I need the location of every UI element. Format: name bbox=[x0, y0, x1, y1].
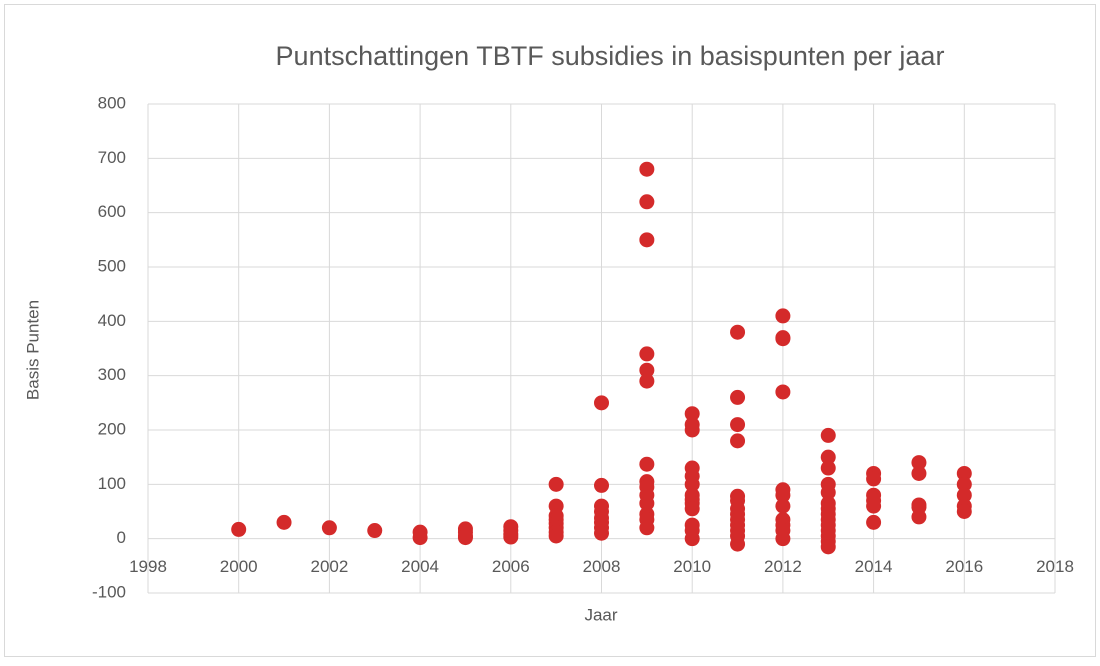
chart-border bbox=[4, 4, 1096, 657]
y-tick-label: 800 bbox=[98, 93, 126, 112]
point bbox=[730, 389, 746, 405]
point bbox=[639, 373, 655, 389]
point bbox=[684, 531, 700, 547]
x-tick-label: 1998 bbox=[129, 557, 167, 576]
y-axis-title: Basis Punten bbox=[23, 300, 42, 400]
point bbox=[775, 384, 791, 400]
point bbox=[775, 498, 791, 514]
point bbox=[594, 525, 609, 541]
point bbox=[866, 471, 882, 487]
point bbox=[639, 346, 655, 362]
point bbox=[684, 422, 700, 438]
point bbox=[367, 523, 383, 539]
point bbox=[548, 476, 564, 492]
point bbox=[231, 521, 247, 537]
point bbox=[820, 449, 836, 465]
y-tick-label: -100 bbox=[92, 582, 126, 601]
point bbox=[457, 530, 473, 546]
point bbox=[412, 530, 428, 546]
y-tick-label: 0 bbox=[117, 528, 126, 547]
point bbox=[730, 433, 746, 449]
x-tick-label: 2006 bbox=[492, 557, 530, 576]
y-tick-label: 600 bbox=[98, 202, 126, 221]
point bbox=[684, 476, 700, 492]
chart-title: Puntschattingen TBTF subsidies in basisp… bbox=[276, 41, 945, 71]
point bbox=[684, 501, 700, 517]
y-tick-label: 300 bbox=[98, 365, 126, 384]
point bbox=[730, 324, 746, 340]
x-tick-label: 2016 bbox=[945, 557, 983, 576]
point bbox=[911, 455, 927, 471]
point bbox=[639, 520, 655, 536]
point bbox=[911, 509, 927, 525]
x-tick-label: 2000 bbox=[220, 557, 258, 576]
point bbox=[911, 465, 927, 481]
point bbox=[594, 477, 609, 493]
point bbox=[956, 465, 972, 481]
x-tick-label: 2010 bbox=[673, 557, 711, 576]
y-tick-label: 400 bbox=[98, 311, 126, 330]
point bbox=[956, 504, 972, 519]
point bbox=[639, 495, 655, 511]
point bbox=[775, 308, 791, 324]
x-tick-label: 2018 bbox=[1036, 557, 1074, 576]
point bbox=[866, 514, 882, 530]
point bbox=[775, 531, 791, 547]
point bbox=[820, 539, 836, 555]
point bbox=[639, 232, 655, 248]
point bbox=[956, 487, 972, 503]
x-tick-label: 2008 bbox=[583, 557, 621, 576]
y-tick-label: 700 bbox=[98, 148, 126, 167]
x-tick-label: 2002 bbox=[310, 557, 348, 576]
point bbox=[548, 528, 564, 544]
point bbox=[820, 427, 836, 443]
point bbox=[639, 194, 655, 210]
point bbox=[639, 362, 655, 378]
point bbox=[639, 456, 655, 472]
x-tick-label: 2014 bbox=[855, 557, 893, 576]
y-tick-label: 500 bbox=[98, 256, 126, 275]
point bbox=[820, 484, 836, 500]
point bbox=[775, 331, 791, 347]
y-tick-label: 100 bbox=[98, 474, 126, 493]
y-tick-label: 200 bbox=[98, 419, 126, 438]
point bbox=[730, 536, 746, 552]
point bbox=[321, 520, 337, 536]
point bbox=[820, 460, 836, 476]
point bbox=[775, 487, 791, 503]
point bbox=[503, 529, 519, 545]
point bbox=[684, 406, 700, 422]
point bbox=[276, 514, 292, 530]
x-tick-label: 2004 bbox=[401, 557, 439, 576]
point bbox=[594, 395, 609, 411]
point bbox=[730, 417, 746, 433]
x-tick-label: 2012 bbox=[764, 557, 802, 576]
point bbox=[866, 498, 882, 514]
x-axis-title: Jaar bbox=[584, 605, 617, 624]
point bbox=[956, 476, 972, 492]
point bbox=[639, 161, 655, 177]
